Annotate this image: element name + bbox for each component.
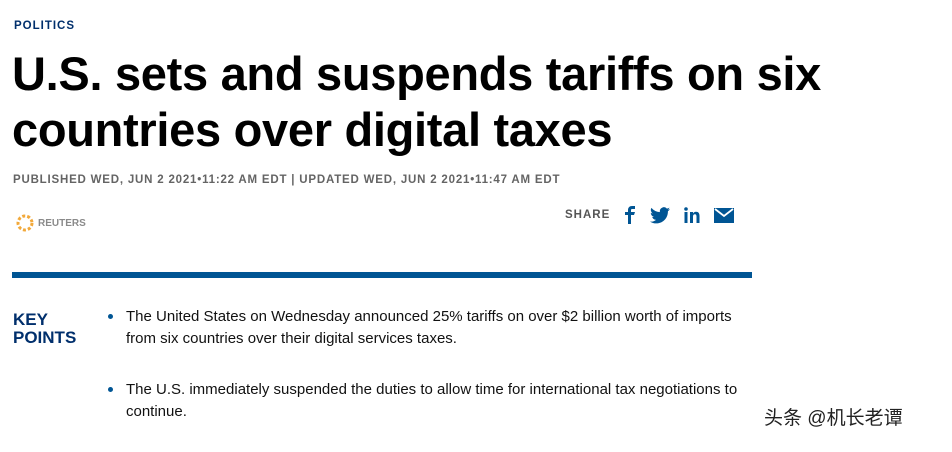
twitter-icon[interactable] [650, 206, 671, 224]
linkedin-icon[interactable] [684, 207, 700, 223]
key-point: The U.S. immediately suspended the dutie… [106, 379, 746, 423]
headline: U.S. sets and suspends tariffs on six co… [12, 47, 822, 156]
facebook-icon[interactable] [624, 206, 636, 224]
key-points-heading: KEY POINTS [13, 310, 77, 347]
source: REUTERS [16, 214, 86, 232]
source-name: REUTERS [38, 217, 86, 229]
email-icon[interactable] [714, 207, 735, 223]
category[interactable]: POLITICS [14, 20, 76, 32]
share-bar: SHARE [565, 206, 735, 224]
key-points-list: The United States on Wednesday announced… [106, 306, 746, 452]
source-logo [16, 214, 34, 232]
watermark: 头条 @机长老谭 [764, 408, 903, 429]
share-label: SHARE [565, 209, 611, 221]
timestamp: PUBLISHED WED, JUN 2 2021•11:22 AM EDT |… [13, 174, 561, 186]
divider [12, 272, 752, 278]
key-point: The United States on Wednesday announced… [106, 306, 746, 350]
